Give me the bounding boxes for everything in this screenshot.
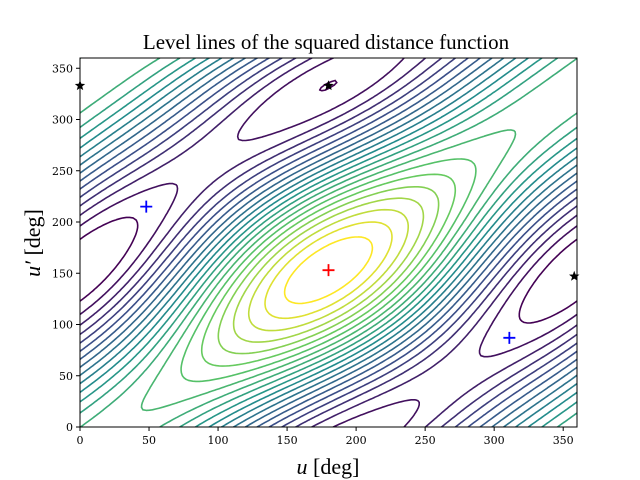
contour-level-21 <box>264 221 393 320</box>
x-axis-label-unit: [deg] <box>313 454 359 479</box>
x-axis-label: u [deg] <box>297 454 360 479</box>
y-tick-label: 150 <box>52 267 73 280</box>
x-axis: 0 50 100 150 200 250 300 350 <box>77 427 574 447</box>
minimum-cross-marker <box>503 331 516 344</box>
y-tick-label: 100 <box>52 319 73 332</box>
maximum-cross-marker <box>322 264 335 277</box>
contour-level-16 <box>180 158 477 383</box>
y-tick-label: 200 <box>52 216 73 229</box>
x-tick-label: 100 <box>208 434 229 447</box>
contour-level-14 <box>80 58 577 427</box>
x-tick-label: 150 <box>277 434 298 447</box>
x-axis-label-var: u <box>297 454 308 479</box>
contour-level-4 <box>80 58 577 427</box>
saddle-star-marker <box>323 80 334 91</box>
x-tick-label: 300 <box>484 434 505 447</box>
contour-level-9 <box>80 58 577 427</box>
contour-lines <box>80 58 577 427</box>
x-tick-label: 50 <box>142 434 156 447</box>
x-tick-label: 350 <box>553 434 574 447</box>
y-axis-label-var: u′ <box>20 260 45 277</box>
y-axis: 0 50 100 150 200 250 300 350 <box>52 62 80 434</box>
saddle-star-marker <box>569 270 580 281</box>
contour-level-20 <box>247 208 409 332</box>
contour-level-17 <box>200 173 457 367</box>
x-tick-label: 0 <box>77 434 84 447</box>
y-tick-label: 0 <box>66 421 73 434</box>
contour-level-13 <box>80 58 577 427</box>
contour-level-3 <box>80 58 577 427</box>
chart-title: Level lines of the squared distance func… <box>143 30 510 54</box>
y-axis-label-unit: [deg] <box>20 209 45 255</box>
contour-level-18 <box>217 186 440 355</box>
plot-frame <box>79 57 578 428</box>
contour-level-19 <box>232 197 425 343</box>
x-tick-label: 200 <box>346 434 367 447</box>
x-tick-label: 250 <box>415 434 436 447</box>
y-tick-label: 300 <box>52 114 73 127</box>
markers <box>74 80 580 344</box>
contour-level-22 <box>283 236 374 305</box>
y-tick-label: 350 <box>52 62 73 75</box>
y-axis-label: u′ [deg] <box>20 209 45 277</box>
contour-level-15 <box>140 129 517 412</box>
minimum-cross-marker <box>140 200 153 213</box>
y-tick-label: 250 <box>52 165 73 178</box>
contour-level-1 <box>80 79 577 324</box>
y-tick-label: 50 <box>59 370 73 383</box>
